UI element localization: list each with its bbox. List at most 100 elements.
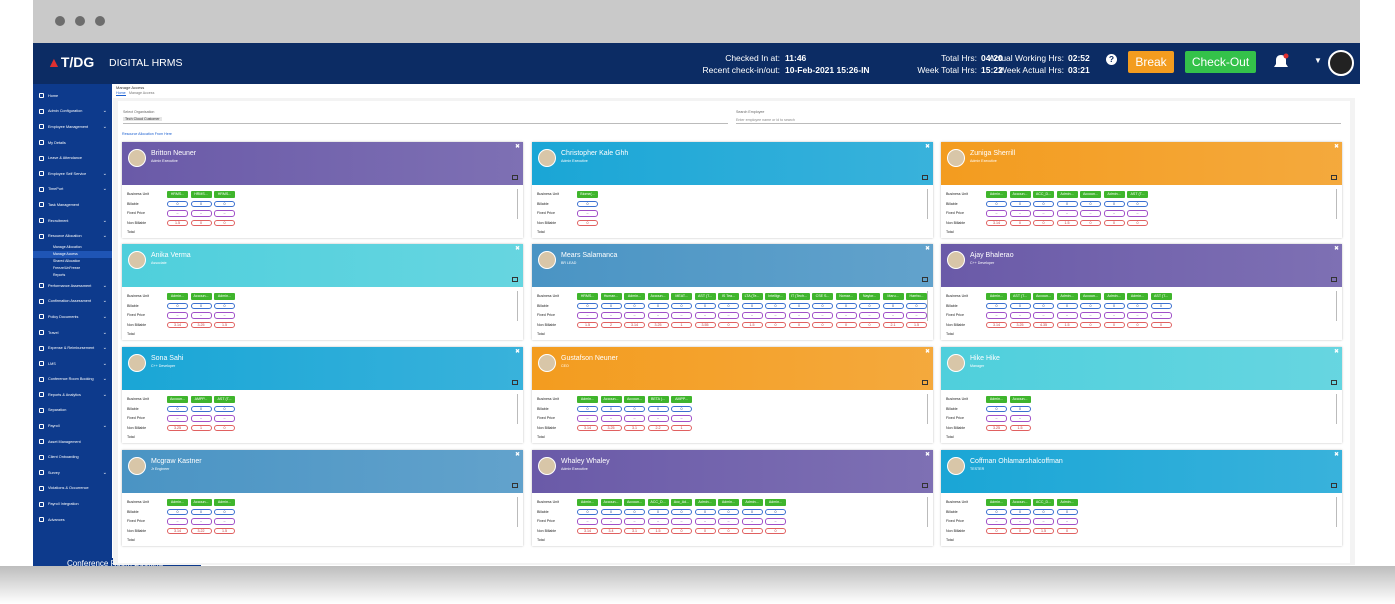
unit-chip[interactable]: Admin... <box>765 499 786 506</box>
unit-chip[interactable]: Admin... <box>577 396 598 403</box>
menu-item[interactable]: TimePort ⌄ <box>33 182 112 198</box>
unit-chip[interactable]: Acc_Ad... <box>671 499 692 506</box>
close-icon[interactable]: ✖ <box>514 349 520 355</box>
unit-chip[interactable]: ACC_D... <box>647 499 669 506</box>
breadcrumb-link[interactable]: Home <box>116 91 126 96</box>
unit-chip[interactable]: Accoun... <box>1080 293 1101 300</box>
expand-icon[interactable] <box>922 483 928 488</box>
menu-item[interactable]: LMS ⌄ <box>33 356 112 372</box>
checkout-button[interactable]: Check-Out <box>1185 51 1256 73</box>
close-icon[interactable]: ✖ <box>1333 246 1339 252</box>
unit-chip[interactable]: HRMS... <box>190 191 212 198</box>
close-icon[interactable]: ✖ <box>514 246 520 252</box>
unit-chip[interactable]: Accoun... <box>600 499 622 506</box>
unit-chip[interactable]: ACC_D... <box>1033 499 1054 506</box>
submenu-item[interactable]: Reports <box>53 272 66 277</box>
search-input[interactable]: Enter employee name or id to search <box>736 116 1341 124</box>
unit-chip[interactable]: AST (T... <box>214 396 235 403</box>
unit-chip[interactable]: MEAT... <box>671 293 692 300</box>
menu-item[interactable]: Advances <box>33 512 112 528</box>
unit-chip[interactable]: Admin... <box>214 499 235 506</box>
unit-chip[interactable]: Biome(... <box>577 191 598 198</box>
close-icon[interactable]: ✖ <box>1333 452 1339 458</box>
unit-chip[interactable]: Accoun... <box>1033 293 1054 300</box>
unit-chip[interactable]: Admin... <box>1056 499 1078 506</box>
close-icon[interactable]: ✖ <box>924 246 930 252</box>
menu-item[interactable]: Home <box>33 88 112 104</box>
expand-icon[interactable] <box>922 175 928 180</box>
unit-chip[interactable]: Admin... <box>1056 293 1078 300</box>
menu-item[interactable]: Payroll ⌄ <box>33 418 112 434</box>
unit-chip[interactable]: Accoun... <box>624 499 645 506</box>
unit-chip[interactable]: Admin... <box>1103 293 1125 300</box>
menu-item[interactable]: Violations & Occurrence <box>33 481 112 497</box>
menu-item[interactable]: Admin Configuration ⌄ <box>33 104 112 120</box>
unit-chip[interactable]: IS Tea... <box>718 293 739 300</box>
unit-chip[interactable]: Accoun... <box>624 396 645 403</box>
expand-icon[interactable] <box>512 175 518 180</box>
close-icon[interactable]: ✖ <box>1333 349 1339 355</box>
help-icon[interactable]: ? <box>1106 54 1117 65</box>
user-avatar[interactable] <box>1328 50 1354 76</box>
menu-item[interactable]: Employee Management ⌄ <box>33 119 112 135</box>
menu-item[interactable]: Policy Documents ⌄ <box>33 309 112 325</box>
close-icon[interactable]: ✖ <box>924 144 930 150</box>
expand-icon[interactable] <box>1331 175 1337 180</box>
expand-icon[interactable] <box>512 483 518 488</box>
org-select[interactable]: Tech Cloud Customer <box>123 116 728 124</box>
dropdown-caret[interactable]: ▼ <box>1314 56 1322 65</box>
unit-chip[interactable]: IT (Tech... <box>788 293 810 300</box>
menu-item[interactable]: Separation <box>33 403 112 419</box>
unit-chip[interactable]: Harrbo... <box>906 293 927 300</box>
unit-chip[interactable]: AST (T... <box>1127 191 1148 198</box>
unit-chip[interactable]: Admin... <box>167 499 188 506</box>
unit-chip[interactable]: Accoun... <box>647 293 669 300</box>
submenu-item[interactable]: Manage Access <box>33 250 112 258</box>
unit-chip[interactable]: AMPP... <box>190 396 212 403</box>
unit-chip[interactable]: Admin... <box>577 499 598 506</box>
unit-chip[interactable]: Admin... <box>694 499 716 506</box>
unit-chip[interactable]: Accoun... <box>190 499 212 506</box>
menu-item[interactable]: Recruitment ⌄ <box>33 213 112 229</box>
unit-chip[interactable]: AST (T... <box>694 293 716 300</box>
expand-icon[interactable] <box>512 277 518 282</box>
submenu-item[interactable]: Freeze/UnFreeze <box>53 265 81 270</box>
unit-chip[interactable]: CSE S... <box>812 293 833 300</box>
unit-chip[interactable]: Accoun... <box>1009 396 1031 403</box>
menu-item[interactable]: Survey ⌄ <box>33 465 112 481</box>
unit-chip[interactable]: Accoun... <box>190 293 212 300</box>
menu-item[interactable]: Leave & Attendance <box>33 150 112 166</box>
unit-chip[interactable]: Admin... <box>167 293 188 300</box>
submenu-item[interactable]: Manage Allocation <box>53 245 82 250</box>
expand-icon[interactable] <box>1331 380 1337 385</box>
expand-icon[interactable] <box>922 277 928 282</box>
expand-icon[interactable] <box>922 380 928 385</box>
menu-item[interactable]: Client Onboarding <box>33 449 112 465</box>
expand-icon[interactable] <box>1331 483 1337 488</box>
unit-chip[interactable]: Nomar... <box>835 293 857 300</box>
close-icon[interactable]: ✖ <box>514 144 520 150</box>
menu-item[interactable]: Task Management <box>33 197 112 213</box>
break-button[interactable]: Break <box>1128 51 1174 73</box>
unit-chip[interactable]: Maru... <box>882 293 904 300</box>
unit-chip[interactable]: Accoun... <box>1009 499 1031 506</box>
unit-chip[interactable]: Intelligr... <box>765 293 786 300</box>
menu-item[interactable]: Reports & Analytics ⌄ <box>33 387 112 403</box>
unit-chip[interactable]: Admin... <box>986 293 1007 300</box>
unit-chip[interactable]: Accoun... <box>600 396 622 403</box>
unit-chip[interactable]: Accoun... <box>1009 191 1031 198</box>
unit-chip[interactable]: Admin... <box>741 499 763 506</box>
unit-chip[interactable]: Accoun... <box>167 396 188 403</box>
unit-chip[interactable]: Admin... <box>986 191 1007 198</box>
unit-chip[interactable]: Admin... <box>214 293 235 300</box>
unit-chip[interactable]: Admin... <box>1056 191 1078 198</box>
unit-chip[interactable]: Human... <box>600 293 622 300</box>
menu-item[interactable]: Payroll Integration <box>33 496 112 512</box>
unit-chip[interactable]: AMPP... <box>671 396 692 403</box>
menu-item[interactable]: Asset Management <box>33 434 112 450</box>
unit-chip[interactable]: Admin... <box>718 499 739 506</box>
menu-item[interactable]: Performance Assessment ⌄ <box>33 278 112 294</box>
close-icon[interactable]: ✖ <box>514 452 520 458</box>
unit-chip[interactable]: AST (T... <box>1009 293 1031 300</box>
close-icon[interactable]: ✖ <box>924 349 930 355</box>
